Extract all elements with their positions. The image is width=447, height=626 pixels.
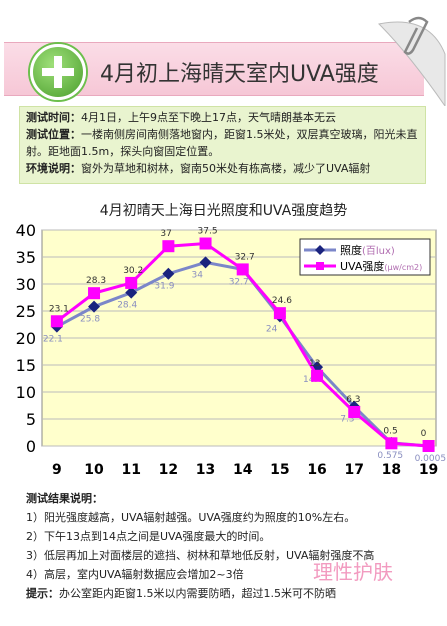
uva-chart: 0 5 10 15 20 25 30 35 40 9 10 11 12 13 14 15 16 17 18 19 22.… xyxy=(16,221,447,478)
tip-label: 提示： xyxy=(26,587,59,600)
environment-label: 环境说明： xyxy=(26,162,81,175)
data-point xyxy=(125,286,138,299)
note-item: 4）高层，室内UVA辐射数据应会增加2~3倍 xyxy=(26,568,244,581)
data-label: 0.575 xyxy=(377,451,403,461)
watermark: 理性护肤 xyxy=(313,560,393,584)
data-label: 28.4 xyxy=(117,301,137,311)
y-tick-label: 25 xyxy=(16,302,36,321)
data-point xyxy=(385,437,398,450)
page-title: 4月初上海晴天室内UVA强度 xyxy=(100,62,379,87)
notes-heading: 测试结果说明： xyxy=(26,492,103,505)
data-point xyxy=(273,307,286,320)
y-tick-label: 15 xyxy=(16,356,36,375)
data-label: 7.3 xyxy=(340,415,354,425)
legend-label: 照度(百lux) xyxy=(340,243,395,257)
x-tick-label: 14 xyxy=(233,462,253,478)
x-tick-label: 16 xyxy=(307,462,326,478)
y-tick-label: 0 xyxy=(26,437,36,456)
data-point xyxy=(348,405,361,418)
data-point xyxy=(50,315,63,328)
y-tick-label: 40 xyxy=(16,221,36,240)
x-tick-label: 15 xyxy=(270,462,289,478)
x-tick-label: 11 xyxy=(121,462,140,478)
data-point xyxy=(311,369,324,382)
data-label: 24 xyxy=(266,324,278,334)
tip-text: 办公室距内距窗1.5米以内需要防晒，超过1.5米可不防晒 xyxy=(59,587,336,600)
note-item: 2）下午13点到14点之间是UVA强度最大的时间。 xyxy=(26,530,271,543)
position-text: 一楼南侧房间南侧落地窗内，距窗1.5米处，双层真空玻璃，阳光未直射。距地面1.5… xyxy=(26,128,418,158)
environment-text: 窗外为草地和树林，窗南50米处有栋高楼，减少了UVA辐射 xyxy=(81,162,371,175)
data-point xyxy=(236,263,249,276)
position-label: 测试位置： xyxy=(26,128,81,141)
y-tick-label: 10 xyxy=(16,383,36,402)
note-item: 3）低层再加上对面楼层的遮挡、树林和草地低反射，UVA辐射强度不高 xyxy=(26,549,375,562)
plus-icon xyxy=(30,44,86,100)
data-label: 0.5 xyxy=(383,426,397,436)
data-point xyxy=(162,240,175,253)
x-tick-label: 10 xyxy=(84,462,104,478)
x-tick-label: 12 xyxy=(159,462,178,478)
x-tick-label: 13 xyxy=(196,462,215,478)
data-point xyxy=(199,237,212,250)
legend-label: UVA强度(μw/cm2) xyxy=(340,259,422,273)
data-label: 32.7 xyxy=(229,277,249,287)
x-tick-label: 18 xyxy=(382,462,401,478)
test-info-box: 测试时间：4月1日，上午9点至下晚上17点，天气晴朗基本无云 测试位置：一楼南侧… xyxy=(19,106,426,184)
x-tick-label: 19 xyxy=(419,462,438,478)
data-point xyxy=(88,287,101,300)
data-label: 28.3 xyxy=(86,276,106,286)
data-label: 22.1 xyxy=(43,335,63,345)
data-label: 6.3 xyxy=(346,395,360,405)
x-tick-label: 17 xyxy=(344,462,363,478)
data-label: 37 xyxy=(160,229,171,239)
data-label: 30.2 xyxy=(123,266,143,276)
data-point xyxy=(199,256,212,269)
y-tick-label: 20 xyxy=(16,329,36,348)
data-label: 24.6 xyxy=(272,296,292,306)
data-point xyxy=(88,300,101,313)
note-item: 1）阳光强度越高，UVA辐射越强。UVA强度约为照度的10%左右。 xyxy=(26,511,356,524)
y-tick-label: 35 xyxy=(16,248,36,267)
y-tick-label: 30 xyxy=(16,275,36,294)
data-point xyxy=(162,267,175,280)
x-tick-label: 9 xyxy=(52,462,62,478)
time-label: 测试时间： xyxy=(26,111,81,124)
data-label: 31.9 xyxy=(154,282,174,292)
data-point xyxy=(125,276,138,289)
data-label: 13 xyxy=(309,359,320,369)
results-notes: 测试结果说明： 1）阳光强度越高，UVA辐射越强。UVA强度约为照度的10%左右… xyxy=(26,489,426,603)
data-label: 25.8 xyxy=(80,315,100,325)
data-label: 23.1 xyxy=(49,304,69,314)
data-label: 34 xyxy=(192,270,204,280)
y-tick-label: 5 xyxy=(26,410,36,429)
data-label: 32.7 xyxy=(235,252,255,262)
page-curl-icon xyxy=(377,16,446,106)
data-label: 0 xyxy=(421,429,427,439)
data-point xyxy=(422,440,435,452)
data-label: 0.0005 xyxy=(415,454,447,464)
chart-title: 4月初晴天上海日光照度和UVA强度趋势 xyxy=(99,203,348,219)
legend-marker xyxy=(315,245,325,255)
legend-marker xyxy=(316,262,324,270)
data-label: 37.5 xyxy=(198,227,218,237)
time-text: 4月1日，上午9点至下晚上17点，天气晴朗基本无云 xyxy=(81,111,336,124)
